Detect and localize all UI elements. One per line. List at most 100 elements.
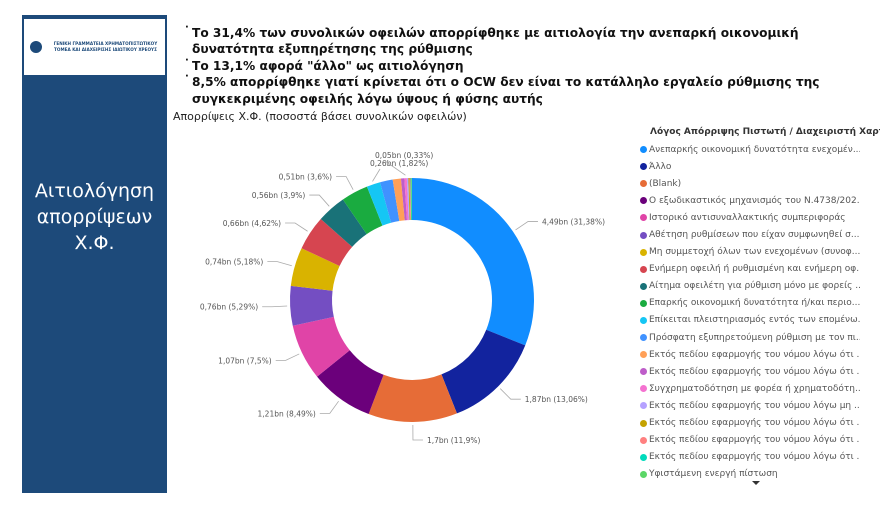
- donut-slice[interactable]: [412, 178, 534, 346]
- legend-item[interactable]: Αθέτηση ρυθμίσεων που είχαν συμφωνηθεί σ…: [640, 226, 860, 243]
- legend-dot-icon: [640, 231, 647, 239]
- donut-slice[interactable]: [342, 186, 383, 235]
- donut-slice[interactable]: [368, 374, 457, 422]
- data-label: 0,74bn (5,18%): [205, 258, 263, 267]
- legend-item[interactable]: Συγχρηματοδότηση με φορέα ή χρηματοδότη.…: [640, 380, 860, 397]
- legend-label: Υφιστάμενη ενεργή πίστωση: [649, 469, 778, 480]
- legend-item[interactable]: Εκτός πεδίου εφαρμογής του νόμου λόγω ότ…: [640, 363, 860, 380]
- donut-slice[interactable]: [441, 329, 526, 414]
- donut-slice[interactable]: [366, 182, 392, 226]
- legend-item[interactable]: (Blank): [640, 175, 860, 192]
- legend-label: Εκτός πεδίου εφαρμογής του νόμου λόγω ότ…: [649, 366, 860, 377]
- legend-item[interactable]: Εκτός πεδίου εφαρμογής του νόμου λόγω ότ…: [640, 415, 860, 432]
- data-label: 0,76bn (5,29%): [200, 303, 258, 312]
- legend-item[interactable]: Πρόσφατη εξυπηρετούμενη ρύθμιση με τον π…: [640, 329, 860, 346]
- legend-label: Εκτός πεδίου εφαρμογής του νόμου λόγω ότ…: [649, 349, 860, 360]
- legend-item[interactable]: Εκτός πεδίου εφαρμογής του νόμου λόγω ότ…: [640, 346, 860, 363]
- donut-slice[interactable]: [406, 178, 410, 221]
- legend-item[interactable]: Ανεπαρκής οικονομική δυνατότητα ενεχομέν…: [640, 141, 860, 158]
- donut-slice[interactable]: [380, 179, 400, 223]
- legend-dot-icon: [640, 146, 647, 154]
- data-label: 0,26bn (1,82%): [370, 159, 428, 168]
- legend-item[interactable]: Υφιστάμενη ενεργή πίστωση: [640, 466, 860, 483]
- legend-item[interactable]: Επίκειται πλειστηριασμός εντός των επομέ…: [640, 312, 860, 329]
- sidebar-panel: [22, 15, 167, 493]
- chart-title: Απορρίψεις Χ.Φ. (ποσοστά βάσει συνολικών…: [173, 110, 467, 123]
- donut-slice[interactable]: [409, 178, 412, 221]
- logo: ΓΕΝΙΚΗ ΓΡΑΜΜΑΤΕΙΑ ΧΡΗΜΑΤΟΠΙΣΤΩΤΙΚΟΥ ΤΟΜΕ…: [24, 19, 165, 75]
- emblem-icon: [30, 41, 42, 53]
- legend-item[interactable]: Άλλο: [640, 158, 860, 175]
- legend-label: Αίτημα οφειλέτη για ρύθμιση μόνο με φορε…: [649, 281, 860, 292]
- legend-label: Άλλο: [649, 161, 672, 172]
- legend-dot-icon: [640, 351, 647, 359]
- legend-item[interactable]: Ενήμερη οφειλή ή ρυθμισμένη και ενήμερη …: [640, 261, 860, 278]
- legend-dot-icon: [640, 197, 647, 205]
- legend-dot-icon: [640, 368, 647, 376]
- donut-slice[interactable]: [411, 178, 412, 221]
- bullet-item: 8,5% απορρίφθηκε γιατί κρίνεται ότι ο OC…: [183, 69, 863, 107]
- donut-slice[interactable]: [410, 178, 412, 221]
- legend-item[interactable]: Ο εξωδικαστικός μηχανισμός του Ν.4738/20…: [640, 192, 860, 209]
- legend-dot-icon: [640, 470, 647, 478]
- legend-dot-icon: [640, 214, 647, 222]
- bullet-item: Το 13,1% αφορά "άλλο" ως αιτιολόγηση: [183, 53, 863, 74]
- logo-text: ΓΕΝΙΚΗ ΓΡΑΜΜΑΤΕΙΑ ΧΡΗΜΑΤΟΠΙΣΤΩΤΙΚΟΥ ΤΟΜΕ…: [53, 41, 158, 52]
- legend-item[interactable]: Εκτός πεδίου εφαρμογής του νόμου λόγω ότ…: [640, 449, 860, 466]
- donut-slice[interactable]: [301, 219, 353, 267]
- data-label: 1,87bn (13,06%): [525, 395, 588, 404]
- legend-label: Συγχρηματοδότηση με φορέα ή χρηματοδότη.…: [649, 383, 860, 394]
- donut-slice[interactable]: [292, 316, 350, 377]
- legend-item[interactable]: Εκτός πεδίου εφαρμογής του νόμου λόγω μη…: [640, 397, 860, 414]
- title-line: απορρίψεων: [36, 206, 153, 228]
- label-leader-line: [336, 176, 354, 190]
- donut-slice[interactable]: [290, 285, 334, 326]
- legend-item[interactable]: Ιστορικό αντισυναλλακτικής συμπεριφοράς: [640, 209, 860, 226]
- data-label: 0,05bn (0,33%): [375, 151, 433, 160]
- legend-label: Ενήμερη οφειλή ή ρυθμισμένη και ενήμερη …: [649, 264, 860, 275]
- legend-dot-icon: [640, 282, 647, 290]
- title-line: Χ.Φ.: [74, 232, 115, 254]
- bullet-item: Το 31,4% των συνολικών οφειλών απορρίφθη…: [183, 20, 863, 58]
- legend-item[interactable]: Μη συμμετοχή όλων των ενεχομένων (συνοφ.…: [640, 244, 860, 261]
- donut-slice[interactable]: [290, 248, 340, 291]
- legend-title: Λόγος Απόρριψης Πιστωτή / Διαχειριστή Χα…: [650, 127, 880, 137]
- legend-label: Ο εξωδικαστικός μηχανισμός του Ν.4738/20…: [649, 195, 860, 206]
- legend-item[interactable]: Αίτημα οφειλέτη για ρύθμιση μόνο με φορε…: [640, 278, 860, 295]
- legend-dot-icon: [640, 299, 647, 307]
- donut-slice[interactable]: [320, 199, 367, 247]
- legend-item[interactable]: Εκτός πεδίου εφαρμογής του νόμου λόγω ότ…: [640, 432, 860, 449]
- legend-dot-icon: [640, 316, 647, 324]
- label-leader-line: [384, 160, 406, 176]
- label-leader-line: [412, 424, 423, 441]
- data-label: 0,56bn (3,9%): [252, 191, 306, 200]
- donut-chart: 4,49bn (31,38%) 1,87bn (13,06%) 1,7bn (11,…: [200, 151, 605, 445]
- donut-slice[interactable]: [392, 178, 405, 222]
- data-label: 1,07bn (7,5%): [218, 356, 272, 365]
- legend-label: Μη συμμετοχή όλων των ενεχομένων (συνοφ.…: [649, 247, 860, 258]
- label-leader-line: [319, 400, 339, 414]
- label-leader-line: [267, 261, 292, 267]
- donut-slice[interactable]: [400, 178, 407, 221]
- label-leader-line: [499, 388, 521, 400]
- legend-dot-icon: [640, 385, 647, 393]
- legend-label: Επίκειται πλειστηριασμός εντός των επομέ…: [649, 315, 860, 326]
- donut-slice[interactable]: [404, 178, 409, 221]
- legend-dot-icon: [640, 265, 647, 273]
- legend-dot-icon: [640, 248, 647, 256]
- legend-item[interactable]: Επαρκής οικονομική δυνατότητα ή/και περι…: [640, 295, 860, 312]
- donut-slice[interactable]: [317, 350, 384, 415]
- label-leader-line: [309, 194, 330, 207]
- label-leader-line: [262, 305, 288, 308]
- legend-dot-icon: [640, 334, 647, 342]
- summary-bullets: Το 31,4% των συνολικών οφειλών απορρίφθη…: [183, 20, 863, 107]
- legend-dot-icon: [640, 180, 647, 188]
- legend-scroll-down-icon[interactable]: [752, 481, 760, 485]
- legend-label: Ανεπαρκής οικονομική δυνατότητα ενεχομέν…: [649, 144, 860, 155]
- legend-label: Πρόσφατη εξυπηρετούμενη ρύθμιση με τον π…: [649, 332, 860, 343]
- legend-dot-icon: [640, 453, 647, 461]
- data-label: 1,21bn (8,49%): [258, 409, 316, 418]
- page-title: Αιτιολόγηση απορρίψεων Χ.Φ.: [22, 178, 167, 256]
- legend-label: Εκτός πεδίου εφαρμογής του νόμου λόγω μη…: [649, 400, 860, 411]
- donut-slice[interactable]: [408, 178, 411, 221]
